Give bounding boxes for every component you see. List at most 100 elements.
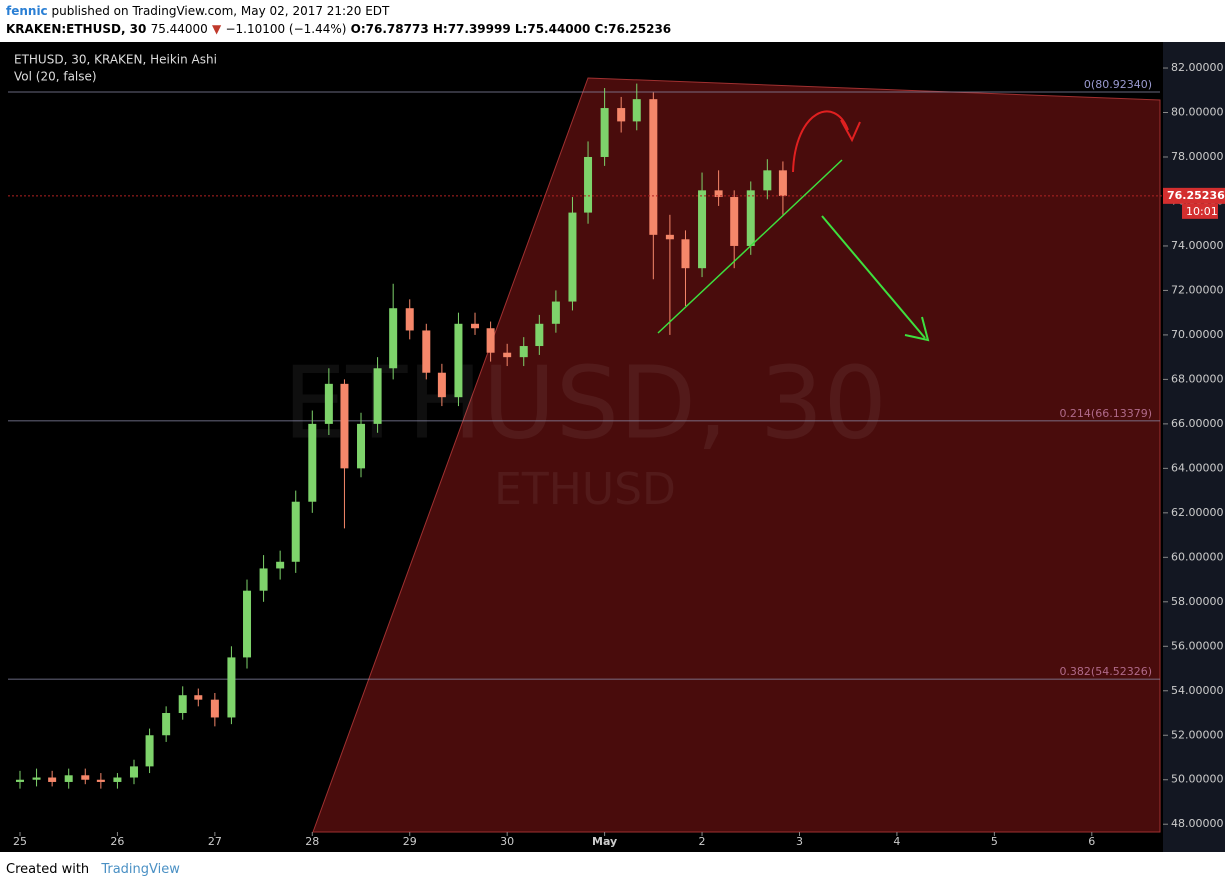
footer: Created with TradingView [6,862,180,877]
candle-body [389,308,398,369]
candle-body [373,368,382,424]
header-line: fennic published on TradingView.com, May… [6,4,389,18]
author[interactable]: fennic [6,4,48,18]
y-tick-label: 64.00000 [1171,461,1224,474]
ohlc-open: O:76.78773 [350,22,429,36]
y-tick-label: 66.00000 [1171,417,1224,430]
candle-body [194,695,203,700]
y-tick-label: 48.00000 [1171,817,1224,830]
last: 75.44000 [150,22,208,36]
x-tick-label: 26 [110,835,124,848]
x-tick-label: 25 [13,835,27,848]
fib-label: 0(80.92340) [1084,78,1152,91]
candle-body [113,777,122,782]
candle-body [340,383,349,469]
candle-body [584,156,593,213]
legend-main: ETHUSD, 30, KRAKEN, Heikin Ashi [14,53,217,67]
change: −1.10100 (−1.44%) [225,22,347,36]
countdown-box [1182,203,1218,219]
y-tick-label: 68.00000 [1171,372,1224,385]
y-tick-label: 70.00000 [1171,328,1224,341]
candle-body [32,777,41,780]
candle-body [568,212,577,302]
candle-body [422,330,431,373]
x-tick-label: 4 [893,835,900,848]
candle-body [437,372,446,398]
ohlc-close: C:76.25236 [594,22,672,36]
y-tick-label: 62.00000 [1171,506,1224,519]
symbol: KRAKEN:ETHUSD, 30 [6,22,147,36]
y-tick-label: 82.00000 [1171,61,1224,74]
candle-body [178,695,187,714]
x-tick-label: 2 [699,835,706,848]
candle-body [778,170,787,196]
created-with: Created with [6,862,90,877]
candle-body [357,423,366,469]
y-tick-label: 60.00000 [1171,550,1224,563]
candle-body [48,777,57,782]
x-tick-label: 27 [208,835,222,848]
candle-body [129,766,138,778]
candle-body [15,779,24,782]
y-tick-label: 80.00000 [1171,106,1224,119]
quote-line: KRAKEN:ETHUSD, 30 75.44000 ▼ −1.10100 (−… [6,22,672,36]
candle-body [210,699,219,718]
y-tick-label: 52.00000 [1171,728,1224,741]
candle-body [632,99,641,122]
candle-body [81,775,90,780]
x-tick-label: May [592,835,617,848]
candle-body [681,239,690,269]
candle-body [600,108,609,157]
watermark-sub: ETHUSD [494,464,676,515]
candle-body [276,561,285,569]
candle-body [617,108,626,122]
published: published on TradingView.com, May 02, 20… [51,4,390,18]
x-tick-label: 29 [403,835,417,848]
ohlc-low: L:75.44000 [514,22,591,36]
fib-label: 0.214(66.13379) [1059,407,1152,420]
last-price-label: 76.25236 [1167,189,1225,202]
y-tick-label: 74.00000 [1171,239,1224,252]
candle-body [551,301,560,324]
y-tick-label: 54.00000 [1171,684,1224,697]
candle-body [665,234,674,240]
candle-body [519,346,528,358]
candle-body [64,775,73,782]
candle-body [291,501,300,562]
x-tick-label: 30 [500,835,514,848]
legend-vol: Vol (20, false) [14,70,97,84]
x-tick-label: 28 [305,835,319,848]
candle-body [96,779,105,782]
candle-body [535,323,544,347]
x-tick-label: 6 [1088,835,1095,848]
candle-body [324,383,333,424]
candle-body [405,308,414,331]
candle-body [259,568,268,591]
candle-body [145,735,154,767]
brand[interactable]: TradingView [101,862,180,877]
candle-body [308,423,317,502]
chart: ETHUSD, 30 ETHUSD ETHUSD, 30, KRAKEN, He… [0,42,1225,854]
last-price-box [1163,187,1225,204]
x-tick-label: 3 [796,835,803,848]
candle-body [454,323,463,398]
y-tick-label: 72.00000 [1171,283,1224,296]
y-tick-label: 78.00000 [1171,150,1224,163]
y-tick-label: 50.00000 [1171,773,1224,786]
candle-body [162,713,171,736]
ohlc-high: H:77.39999 [432,22,511,36]
candle-body [746,190,755,246]
candle-body [730,197,739,246]
countdown: 10:01 [1186,205,1218,218]
fib-label: 0.382(54.52326) [1059,665,1152,678]
candle-body [471,323,480,329]
candle-body [503,352,512,358]
watermark: ETHUSD, 30 [283,344,887,461]
y-tick-label: 58.00000 [1171,595,1224,608]
candle-body [714,190,723,198]
candle-body [763,170,772,191]
candle-body [698,190,707,269]
x-tick-label: 5 [991,835,998,848]
candle-body [649,99,658,235]
